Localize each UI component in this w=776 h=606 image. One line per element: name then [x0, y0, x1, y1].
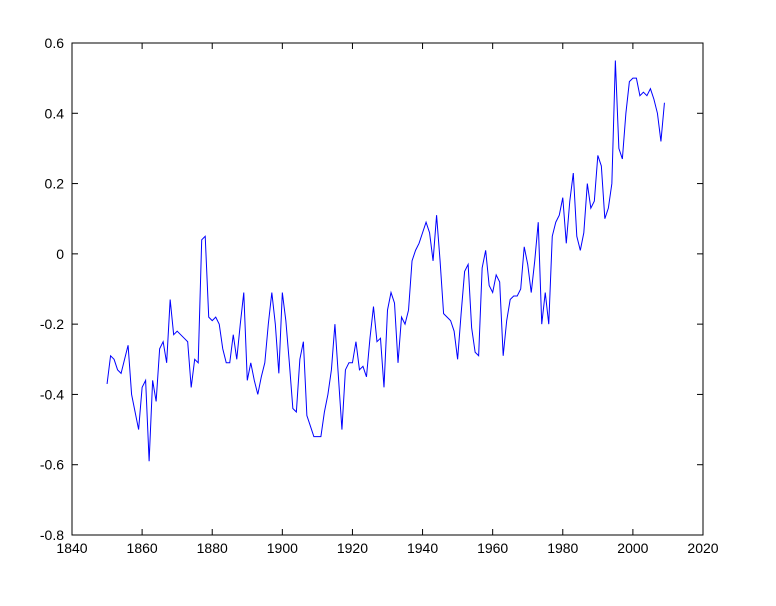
x-tick-label: 1940: [407, 540, 438, 556]
axes-box: [71, 42, 704, 536]
y-tick-label: -0.8: [40, 527, 64, 543]
y-tick-label: 0: [56, 246, 64, 262]
x-tick-label: 1840: [56, 540, 87, 556]
x-tick-label: 1900: [267, 540, 298, 556]
x-tick-label: 1920: [337, 540, 368, 556]
data-line: [106, 60, 665, 462]
y-tick-label: -0.2: [40, 316, 64, 332]
y-tick-label: -0.4: [40, 386, 64, 402]
x-tick-label: 1880: [197, 540, 228, 556]
x-tick-label: 2020: [687, 540, 718, 556]
y-tick-label: 0.4: [45, 105, 65, 121]
x-tick-label: 2000: [617, 540, 648, 556]
x-tick-label: 1960: [477, 540, 508, 556]
y-tick-label: 0.2: [45, 176, 65, 192]
x-tick-label: 1860: [127, 540, 158, 556]
y-tick-label: 0.6: [45, 35, 65, 51]
y-tick-label: -0.6: [40, 457, 64, 473]
x-tick-label: 1980: [547, 540, 578, 556]
